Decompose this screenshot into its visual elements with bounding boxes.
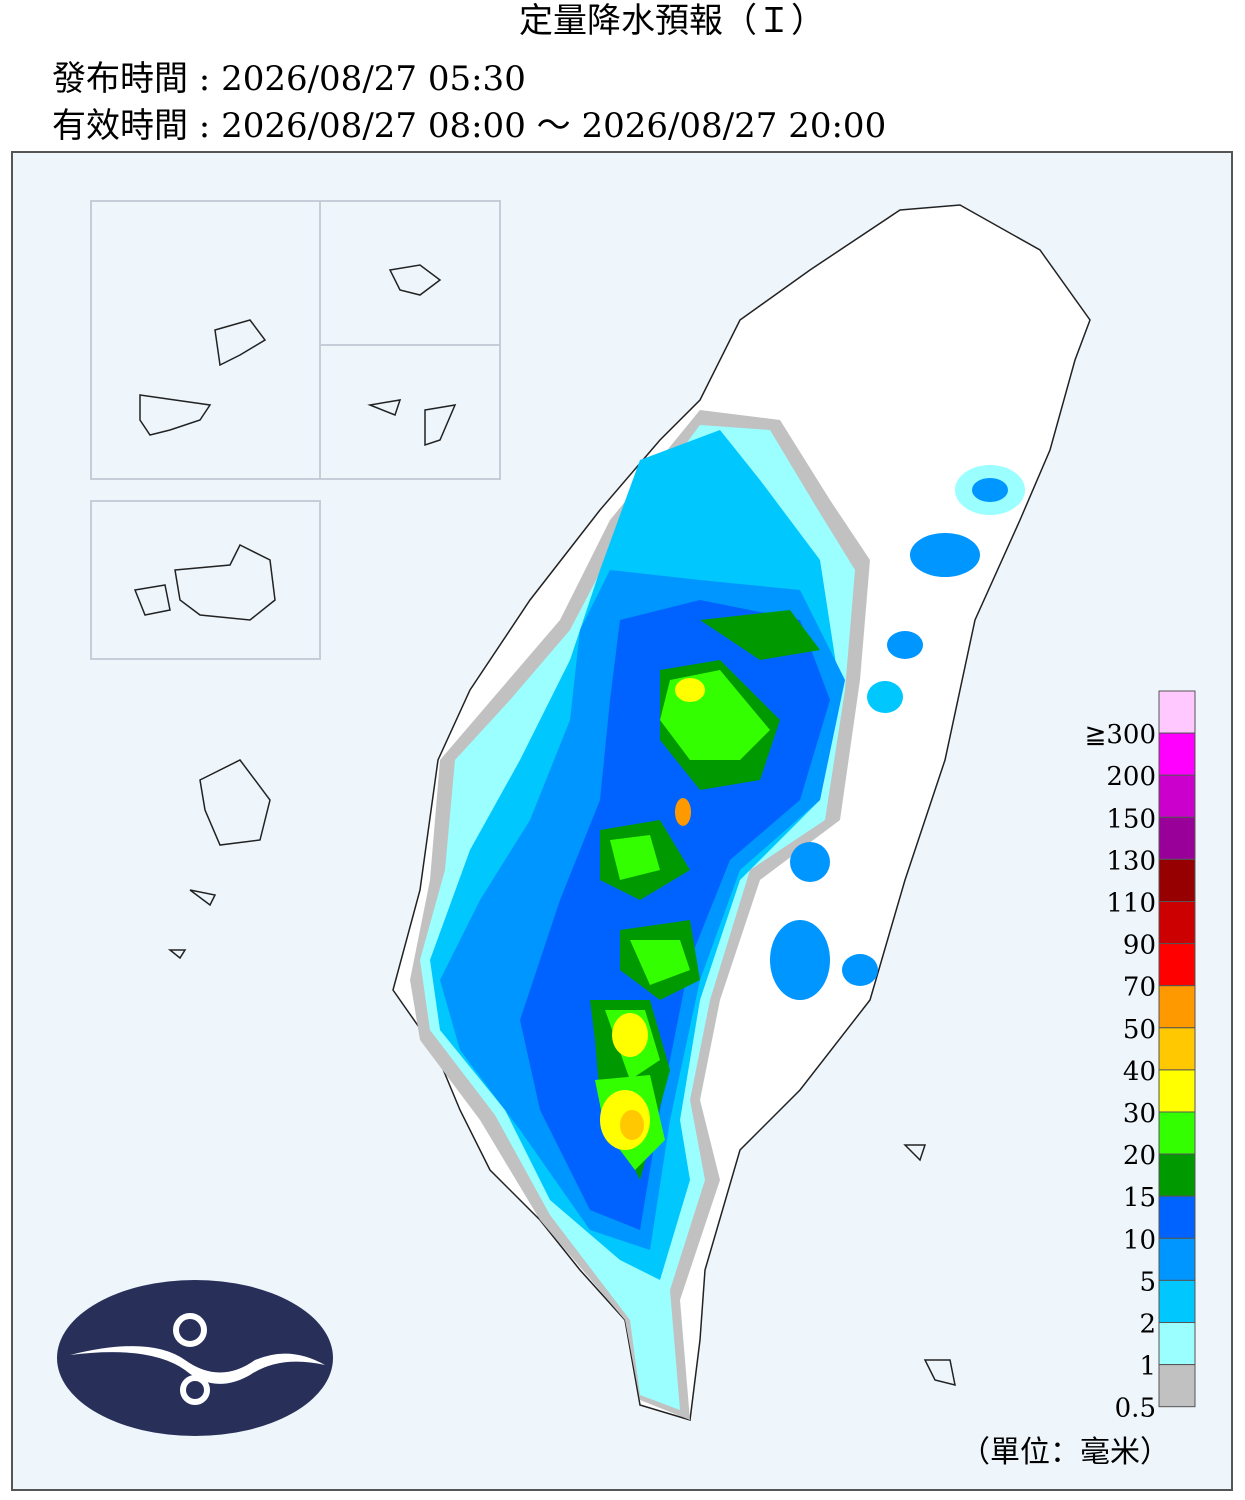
legend-label: 50 — [1123, 1015, 1156, 1045]
legend-swatch — [1158, 1111, 1196, 1155]
legend-label: 30 — [1123, 1099, 1156, 1129]
legend-label: 200 — [1106, 762, 1156, 792]
legend-swatch — [1158, 1195, 1196, 1239]
legend-label: 5 — [1139, 1267, 1156, 1297]
legend-label: 130 — [1106, 846, 1156, 876]
agency-logo — [57, 1280, 333, 1436]
legend-label: 110 — [1106, 889, 1156, 919]
legend-swatch — [1158, 1279, 1196, 1324]
legend-swatch — [1158, 1237, 1196, 1281]
legend-label: 40 — [1123, 1057, 1156, 1087]
title: 定量降水預報（Ｉ） — [519, 1, 825, 41]
legend-swatch — [1158, 901, 1196, 945]
legend-swatch — [1158, 858, 1196, 903]
legend-label: 1 — [1139, 1352, 1156, 1382]
rainfall-field — [410, 410, 1025, 1420]
legend-swatch — [1158, 1153, 1196, 1197]
issue-time: 發布時間 : 2026/08/27 05:30 — [52, 59, 526, 99]
valid-time: 有效時間 : 2026/08/27 08:00 ～ 2026/08/27 20:… — [52, 106, 886, 146]
inset-frames — [90, 200, 501, 660]
legend-swatch — [1158, 690, 1196, 734]
legend-label: 70 — [1123, 973, 1156, 1003]
legend-swatch — [1158, 985, 1196, 1029]
legend-swatch — [1158, 774, 1196, 818]
legend-swatch — [1158, 1364, 1196, 1408]
legend-swatch — [1158, 1322, 1196, 1366]
legend-label: 15 — [1123, 1183, 1156, 1213]
legend-label: 10 — [1123, 1225, 1156, 1255]
unit-label: （單位：毫米） — [960, 1435, 1170, 1470]
legend-swatch — [1158, 943, 1196, 987]
legend-label: 2 — [1139, 1310, 1156, 1340]
legend-label: 0.5 — [1115, 1394, 1156, 1424]
legend-label: 20 — [1123, 1141, 1156, 1171]
legend: ≧300 200 150 130 110 90 70 50 40 30 20 15 10 5 2 1 0.5 — [1085, 690, 1196, 1424]
islands — [133, 264, 956, 1387]
legend-swatch — [1158, 1027, 1196, 1071]
legend-label: 90 — [1123, 931, 1156, 961]
legend-swatch — [1158, 1069, 1196, 1113]
legend-label: ≧300 — [1085, 720, 1156, 750]
legend-label: 150 — [1106, 804, 1156, 834]
legend-swatch — [1158, 732, 1196, 776]
legend-swatch — [1158, 816, 1196, 860]
